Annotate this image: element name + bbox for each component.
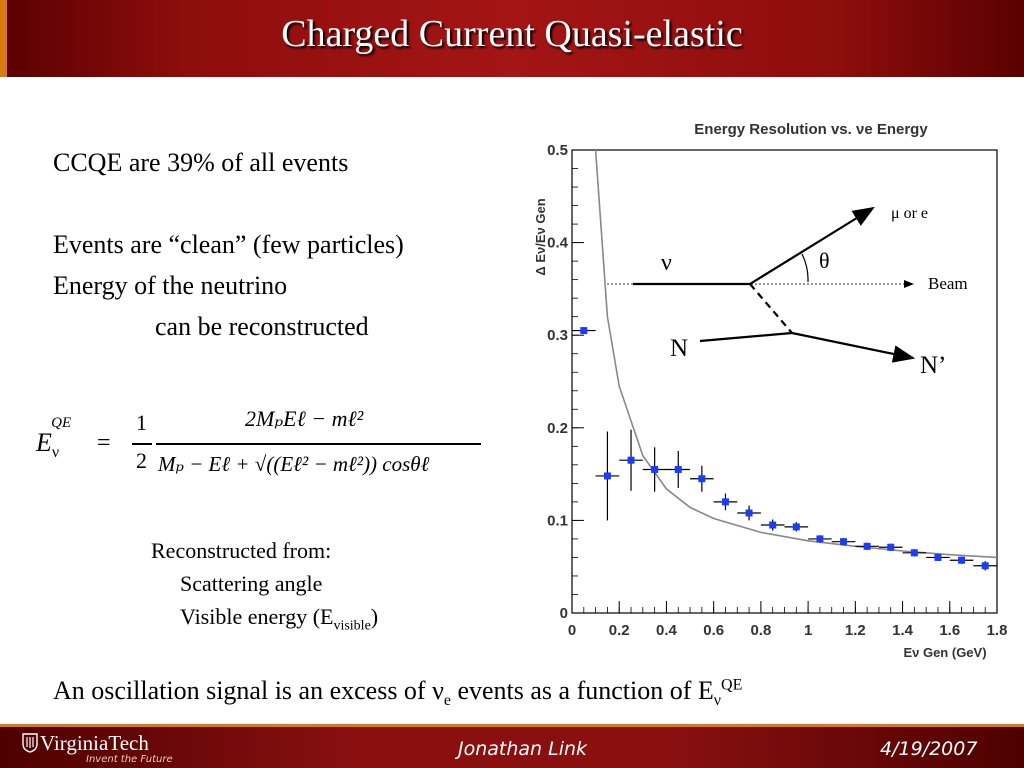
data-point: [958, 556, 966, 564]
title-accent-stripe: [0, 0, 7, 77]
recon-item-energy: Visible energy (Evisible): [180, 604, 378, 634]
outgoing-nucleon-line: [791, 331, 916, 363]
bottom-statement-sub-nu: ν: [713, 692, 722, 710]
data-point: [934, 553, 942, 561]
diagram-lepton-label: μ or e: [891, 205, 928, 222]
data-point: [580, 327, 588, 335]
slide-title: Charged Current Quasi-elastic: [281, 13, 743, 55]
footer-date: 4/19/2007: [880, 738, 978, 760]
bullet-energy-line1: Energy of the neutrino: [53, 271, 288, 300]
w-boson-dashed-line: [749, 283, 793, 334]
title-bar: [0, 0, 1024, 77]
diagram-theta-label: θ: [819, 248, 830, 273]
formula-lhs-symbol: E: [36, 428, 52, 457]
bottom-statement-prefix: An oscillation signal is an excess of ν: [53, 676, 444, 705]
x-tick-label: 0.2: [609, 622, 630, 639]
data-point: [745, 509, 753, 517]
footer-accent-stripe: [0, 724, 1024, 727]
data-point: [887, 543, 895, 551]
data-point: [651, 465, 659, 473]
data-point: [910, 549, 918, 557]
x-tick-label: 1: [804, 622, 812, 639]
x-tick-label: 0.8: [750, 622, 771, 639]
x-tick-label: 1.2: [845, 622, 866, 639]
ccqe-interaction-diagram: ν θ μ or e Beam N N’: [607, 205, 968, 379]
formula-lhs: Eν QE: [36, 415, 79, 462]
x-tick-label: 0.4: [656, 622, 678, 639]
data-point: [981, 562, 989, 570]
data-point: [816, 535, 824, 543]
diagram-nu-label: ν: [661, 250, 672, 276]
outgoing-lepton-line: [749, 206, 875, 285]
diagram-nucleon-label: N: [670, 335, 688, 362]
formula-denominator: Mₚ − Eℓ + √((Eℓ² − mℓ²)) cosθℓ: [158, 452, 430, 476]
university-crest-icon: [22, 733, 38, 753]
formula-half-num: 1: [136, 410, 147, 435]
chart-points-group: [572, 327, 997, 571]
data-point: [769, 521, 777, 529]
formula-lhs-sub: ν: [51, 444, 60, 462]
incoming-nucleon-line: [699, 331, 793, 343]
formula-half-den: 2: [136, 448, 147, 473]
y-tick-label: 0.5: [547, 142, 568, 159]
footer-bar: [0, 727, 1024, 768]
bottom-statement-middle: events as a function of E: [450, 676, 714, 705]
diagram-outgoing-nucleon-label: N’: [920, 352, 946, 379]
chart-y-axis-label: Δ Eν/Eν Gen: [533, 198, 548, 275]
x-tick-label: 1.4: [892, 622, 914, 639]
formula-fraction-bar: [156, 443, 481, 445]
chart-x-axis-label: Eν Gen (GeV): [903, 645, 986, 660]
theta-arc: [801, 253, 809, 283]
recon-heading: Reconstructed from:: [151, 538, 332, 563]
bullet-ccqe: CCQE are 39% of all events: [53, 148, 349, 177]
y-tick-label: 0: [560, 605, 568, 622]
formula-lhs-sup: QE: [51, 415, 72, 432]
x-tick-label: 0.6: [703, 622, 724, 639]
y-tick-label: 0.4: [547, 235, 569, 252]
bottom-statement-sub-e: e: [443, 692, 451, 710]
energy-resolution-chart: Energy Resolution vs. νe Energy Δ Eν/Eν …: [533, 121, 1007, 660]
data-point: [603, 472, 611, 480]
formula-numerator: 2MₚEℓ − mℓ²: [245, 406, 364, 431]
recon-item-energy-sub: visible: [333, 618, 371, 634]
recon-item-angle: Scattering angle: [180, 571, 323, 596]
data-point: [674, 465, 682, 473]
recon-item-energy-prefix: Visible energy (E: [180, 604, 334, 629]
footer-presenter: Jonathan Link: [458, 738, 588, 760]
data-point: [840, 538, 848, 546]
bullet-energy-line2: can be reconstructed: [155, 312, 369, 341]
bottom-statement: An oscillation signal is an excess of νe…: [53, 676, 742, 710]
diagram-beam-label: Beam: [928, 274, 968, 293]
recon-item-energy-suffix: ): [370, 604, 379, 629]
data-point: [721, 498, 729, 506]
footer-logo-text: VirginiaTech: [40, 731, 149, 755]
footer-logo-tagline: Invent the Future: [86, 754, 173, 765]
chart-fit-curve: [594, 149, 998, 559]
x-tick-label: 1.8: [987, 622, 1008, 639]
x-tick-label: 1.6: [939, 622, 960, 639]
y-tick-label: 0.3: [547, 327, 568, 344]
data-point: [627, 456, 635, 464]
bullet-clean: Events are “clean” (few particles): [53, 230, 404, 259]
y-tick-label: 0.1: [547, 512, 568, 529]
chart-fit-curve-group: [594, 149, 998, 559]
data-point: [792, 523, 800, 531]
data-point: [698, 475, 706, 483]
x-tick-label: 0: [568, 622, 576, 639]
formula-equals: =: [97, 430, 111, 456]
chart-title: Energy Resolution vs. νe Energy: [694, 121, 928, 138]
bottom-statement-sup: QE: [721, 676, 743, 694]
qe-energy-formula: Eν QE = 1 2 2MₚEℓ − mℓ² Mₚ − Eℓ + √((Eℓ² …: [30, 400, 490, 510]
formula-half-bar: [132, 443, 152, 445]
y-tick-label: 0.2: [547, 420, 568, 437]
chart-ticks: 0 0.2 0.4 0.6 0.8 1 1.2 1.4 1.6 1.8 0 0.1 0.2 0.3 0.4 0…: [547, 142, 1007, 639]
data-point: [863, 542, 871, 550]
